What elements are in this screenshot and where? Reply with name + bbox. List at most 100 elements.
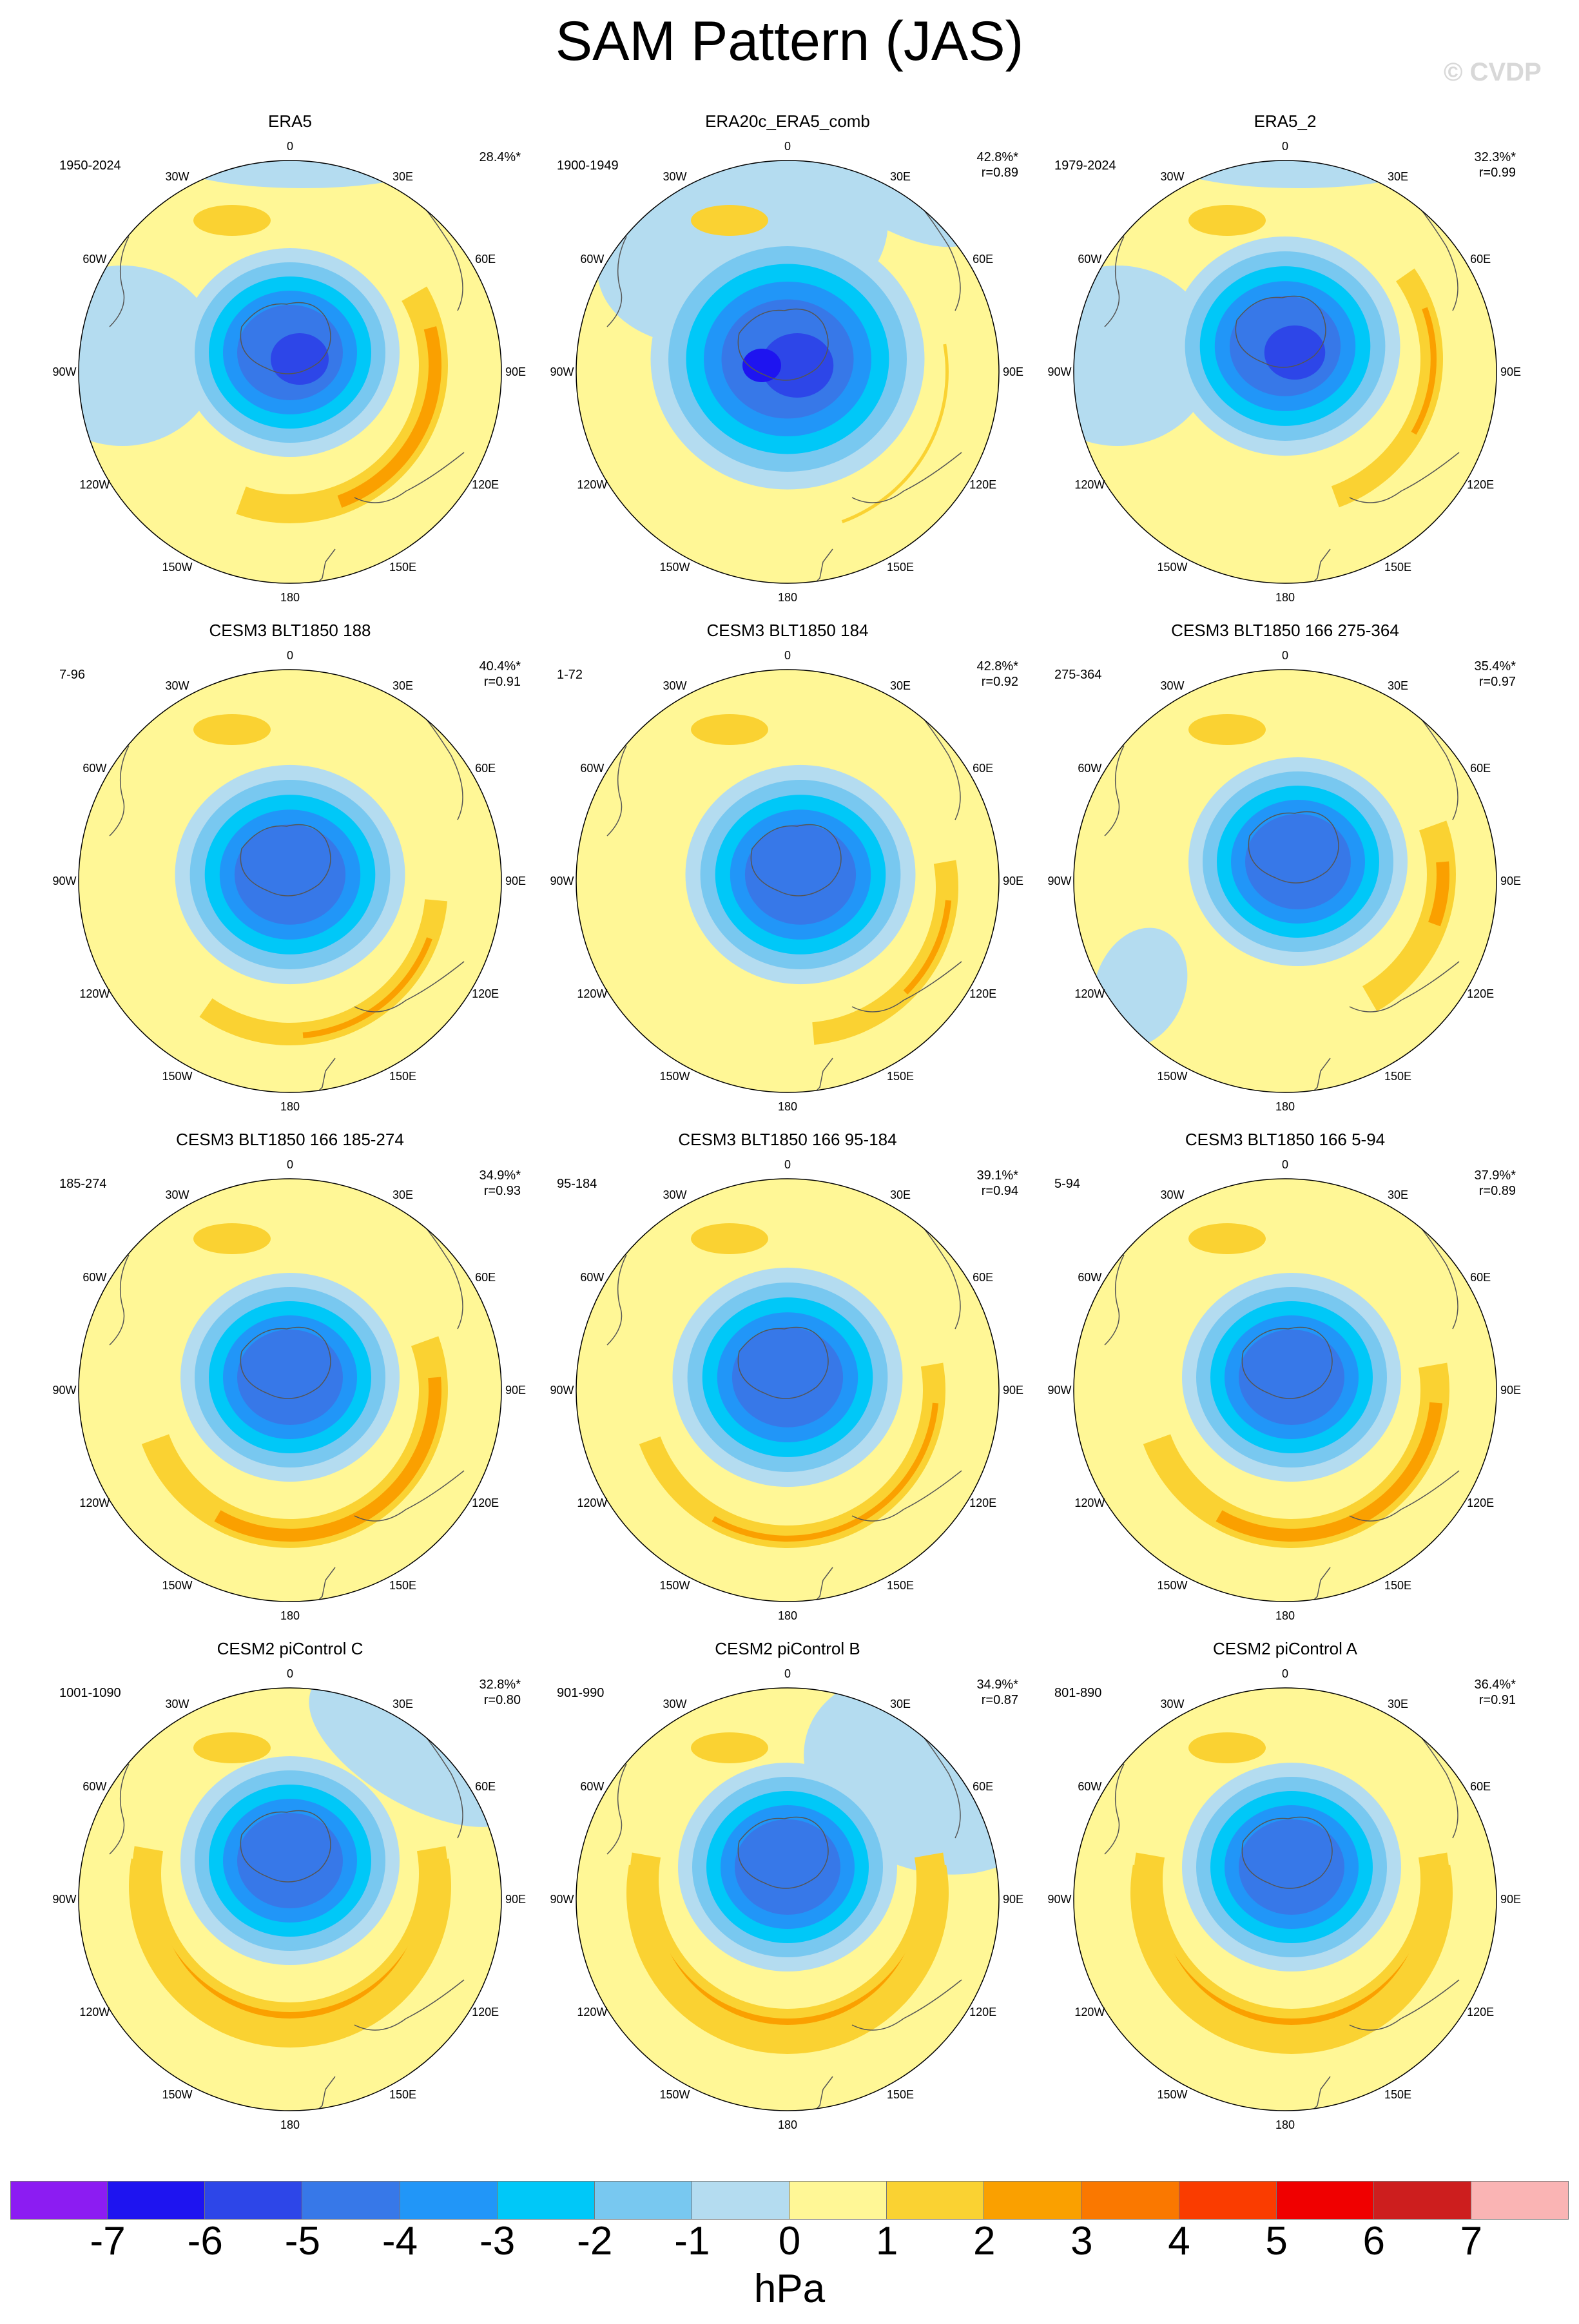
map-border: [78, 669, 502, 1093]
colorbar-box: [1471, 2181, 1569, 2220]
longitude-label: 30W: [165, 1188, 189, 1201]
longitude-label: 60W: [82, 1271, 106, 1284]
longitude-label: 150E: [1384, 2088, 1411, 2101]
positive-patch: [193, 1732, 271, 1763]
longitude-label: 60W: [1078, 1780, 1101, 1793]
longitude-label: 0: [287, 649, 293, 662]
longitude-label: 150W: [659, 2088, 690, 2101]
map-border: [1073, 1178, 1497, 1602]
antarctica-coastline: [750, 824, 842, 896]
longitude-label: 180: [280, 2118, 300, 2131]
panel-pattern-correlation: r=0.92: [981, 675, 1018, 689]
antarctica-coastline: [240, 824, 331, 896]
longitude-label: 60W: [1078, 1271, 1101, 1284]
longitude-label: 120E: [969, 478, 996, 491]
colorbar-box: [1373, 2181, 1471, 2220]
polar-map: 0 30E 60E 90E 120E 150E 180 150W 120W 90W 60W 30W: [1047, 1158, 1521, 1622]
panel-title: CESM2 piControl A: [1213, 1639, 1357, 1658]
colorbar-box: [984, 2181, 1082, 2220]
positive-patch: [691, 1223, 768, 1254]
antarctica-coastline: [737, 1816, 829, 1889]
south-america-coastline: [109, 1763, 130, 1855]
longitude-label: 150W: [162, 1579, 192, 1592]
longitude-label: 180: [778, 2118, 797, 2131]
polar-map: 0 30E 60E 90E 120E 150E 180 150W 120W 90W 60W 30W: [550, 1667, 1023, 2131]
antarctica-coastline: [1248, 811, 1339, 884]
map-panel: 0 30E 60E 90E 120E 150E 180 150W 120W 90W 60W 30W CE…: [530, 1638, 1045, 2141]
map-panel: 0 30E 60E 90E 120E 150E 180 150W 120W 90W 60W 30W CE…: [32, 1638, 548, 2141]
panel-title: ERA5_2: [1254, 111, 1317, 131]
positive-band: [639, 1362, 945, 1548]
antarctica-coastline: [737, 1326, 829, 1399]
longitude-label: 150W: [659, 1579, 690, 1592]
longitude-label: 180: [1275, 1100, 1295, 1113]
longitude-label: 150W: [659, 561, 690, 574]
panel-title: ERA5: [268, 111, 312, 131]
panel-period: 5-94: [1054, 1177, 1081, 1191]
map-panel: 0 30E 60E 90E 120E 150E 180 150W 120W 90W 60W 30W CE…: [32, 620, 548, 1123]
positive-patch: [1188, 1732, 1266, 1763]
new-zealand-coastline: [1304, 2076, 1331, 2111]
longitude-label: 90E: [1003, 875, 1023, 887]
positive-patch: [1188, 1223, 1266, 1254]
panel-pattern-correlation: r=0.94: [981, 1184, 1018, 1198]
longitude-label: 0: [1282, 649, 1288, 662]
negative-contour: [735, 1819, 840, 1915]
colorbar-tick-label: 6: [1362, 2219, 1385, 2263]
longitude-label: 60W: [580, 1271, 604, 1284]
longitude-label: 30W: [165, 1698, 189, 1710]
australia-coastline: [851, 1470, 962, 1522]
south-america-coastline: [1104, 236, 1125, 327]
longitude-label: 150E: [887, 561, 914, 574]
longitude-label: 90E: [1003, 1893, 1023, 1906]
south-america-coastline: [1104, 1763, 1125, 1855]
positive-patch: [691, 714, 768, 745]
antarctica-coastline: [240, 302, 331, 374]
longitude-label: 30W: [165, 679, 189, 692]
longitude-label: 150E: [887, 1070, 914, 1083]
polar-map: 0 30E 60E 90E 120E 150E 180 150W 120W 90W 60W 30W: [52, 649, 526, 1113]
positive-core: [712, 1402, 939, 1542]
longitude-label: 0: [287, 1667, 293, 1680]
longitude-label: 120E: [969, 987, 996, 1000]
longitude-label: 120W: [79, 987, 110, 1000]
new-zealand-coastline: [1304, 548, 1331, 583]
map-border: [576, 1178, 1000, 1602]
colorbar-tick-label: -3: [480, 2219, 516, 2263]
negative-contour: [237, 1813, 343, 1908]
panel-pattern-correlation: r=0.89: [981, 166, 1018, 180]
panel-variance-explained: 42.8%*: [976, 659, 1019, 673]
map-border: [78, 160, 502, 584]
longitude-label: 30E: [1388, 679, 1408, 692]
longitude-label: 90E: [505, 365, 526, 378]
map-border: [576, 160, 1000, 584]
longitude-label: 90E: [1500, 365, 1521, 378]
colorbar-box: [108, 2181, 206, 2220]
panel-period: 901-990: [557, 1686, 605, 1700]
longitude-label: 120E: [969, 2006, 996, 2019]
longitude-label: 30E: [392, 1188, 413, 1201]
longitude-label: 180: [1275, 1609, 1295, 1622]
longitude-label: 120E: [472, 478, 499, 491]
australia-coastline: [354, 452, 465, 503]
positive-band: [1143, 1362, 1449, 1548]
positive-band: [629, 1852, 945, 2038]
longitude-label: 150E: [389, 1579, 416, 1592]
australia-coastline: [354, 961, 465, 1012]
antarctica-coastline: [737, 308, 829, 381]
new-zealand-coastline: [309, 548, 336, 583]
antarctica-coastline: [1235, 295, 1326, 368]
longitude-label: 150W: [1157, 1070, 1187, 1083]
longitude-label: 120W: [79, 2006, 110, 2019]
panel-variance-explained: 32.3%*: [1474, 150, 1516, 164]
colorbar-box: [205, 2181, 303, 2220]
map-border: [78, 1687, 502, 2111]
new-zealand-coastline: [1304, 1567, 1331, 1602]
colorbar-box: [400, 2181, 498, 2220]
map-border: [78, 1178, 502, 1602]
longitude-label: 30W: [1160, 679, 1184, 692]
negative-contour: [744, 824, 857, 925]
longitude-label: 90W: [550, 1893, 574, 1906]
colorbar-units: hPa: [753, 2267, 826, 2311]
longitude-label: 0: [287, 140, 293, 153]
